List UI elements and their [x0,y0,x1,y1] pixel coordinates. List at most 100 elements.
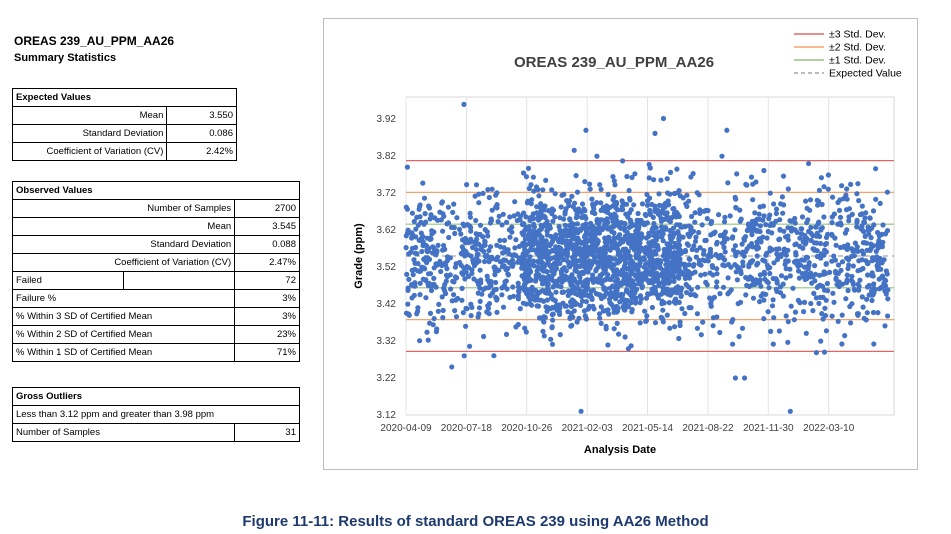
observed-values-heading: Observed Values [12,181,300,200]
data-point [788,218,794,224]
data-point [657,259,664,265]
data-point [813,233,820,239]
data-point [590,272,596,278]
data-point [493,204,499,210]
data-point [696,229,702,236]
data-point [600,308,606,314]
y-axis-label: Grade (ppm) [353,223,365,289]
data-point [637,256,643,262]
data-point [684,290,690,296]
data-point [849,273,855,279]
data-point [734,171,740,177]
data-point [560,267,566,273]
data-point [549,211,555,217]
data-point [823,328,829,334]
data-point [460,221,466,227]
x-tick-label: 2020-07-18 [441,423,493,434]
data-point [876,238,882,244]
data-point [850,279,856,285]
data-point [540,187,546,193]
data-point [509,252,515,258]
data-point [677,322,683,329]
data-point [830,194,836,200]
data-point [493,265,499,272]
data-point [867,215,873,221]
data-point [416,206,422,212]
data-point [839,183,845,189]
data-point [806,228,812,235]
data-point [657,202,663,208]
data-point [549,341,556,347]
data-point [627,197,633,203]
data-point [568,273,574,279]
data-point [662,269,668,275]
data-point [525,232,531,238]
data-point [830,290,836,296]
data-point [592,210,598,217]
data-point [609,290,615,296]
outlier-point [732,375,738,381]
data-point [643,318,649,324]
data-point [499,222,505,228]
data-point [566,238,572,244]
data-point [475,251,481,257]
data-point [862,233,868,239]
data-point [876,233,882,239]
data-point [693,254,699,260]
expected-mean-label: Mean [11,106,168,125]
data-point [450,209,456,215]
data-point [423,277,429,283]
data-point [604,203,610,209]
data-point [869,225,875,231]
data-point [773,218,779,224]
data-point [462,268,468,274]
data-point [486,259,492,265]
data-point [420,180,426,186]
data-point [427,310,434,316]
data-point [467,214,473,220]
data-point [767,190,773,196]
data-point [835,262,842,268]
data-point [762,258,768,264]
data-point [819,225,825,231]
data-point [566,263,572,269]
data-point [617,299,623,305]
data-point [415,308,421,314]
data-point [865,259,871,265]
data-point [574,189,581,195]
data-point [638,245,644,251]
data-point [601,260,607,266]
data-point [559,192,565,198]
data-point [430,322,436,328]
data-point [563,206,569,212]
legend-label: ±1 Std. Dev. [829,55,886,67]
data-point [487,293,493,299]
data-point [678,288,684,294]
data-point [460,310,466,316]
expected-cv-label: Coefficient of Variation (CV) [11,142,168,161]
data-point [611,178,617,184]
data-point [413,234,419,240]
data-point [609,284,615,290]
data-point [817,272,823,278]
data-point [622,227,628,233]
legend-label: ±3 Std. Dev. [829,29,886,41]
expected-values-table: Expected Values Mean 3.550 Standard Devi… [11,88,237,161]
data-point [771,201,777,207]
data-point [758,283,764,289]
data-point [522,236,528,242]
data-point [780,281,786,287]
data-point [635,210,641,217]
data-point [675,254,682,260]
data-point [843,207,850,213]
data-point [693,234,699,240]
data-point [646,175,652,181]
data-point [875,310,881,316]
data-point [839,341,845,347]
data-point [732,227,738,233]
data-point [533,278,539,284]
data-point [733,253,739,259]
data-point [567,315,573,322]
data-point [854,219,860,225]
data-point [458,231,464,237]
